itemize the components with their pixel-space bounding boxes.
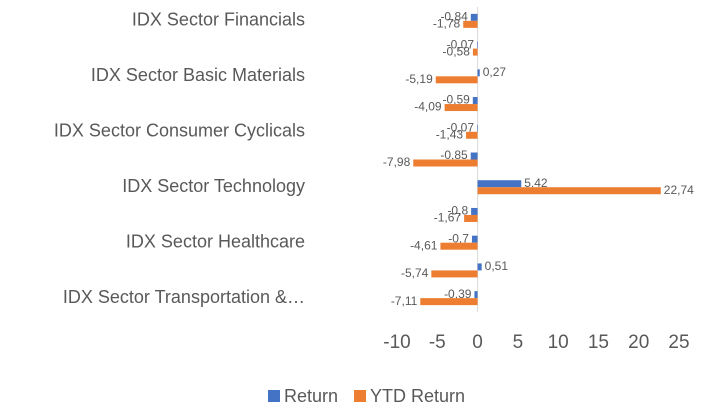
x-tick-label: 15 [588, 332, 609, 353]
y-tick-label: IDX Sector Transportation &… [63, 287, 305, 307]
value-label: -0,07 [447, 37, 475, 51]
y-tick-label: IDX Sector Financials [132, 10, 305, 30]
x-tick-label: -5 [429, 332, 446, 353]
x-tick-label: 5 [513, 332, 524, 353]
bar [477, 263, 482, 271]
bar [471, 207, 478, 215]
value-label: -4,09 [414, 100, 442, 114]
legend-swatch [354, 390, 367, 402]
value-label: -1,43 [436, 127, 464, 141]
bar [477, 187, 661, 195]
bar [477, 69, 480, 77]
bar [477, 124, 478, 132]
y-tick-label: IDX Sector Consumer Cyclicals [54, 121, 305, 141]
x-tick-label: 20 [628, 332, 649, 353]
bar [472, 48, 478, 56]
bar [477, 180, 522, 188]
x-tick-label: -10 [383, 332, 410, 353]
bar [470, 13, 478, 21]
bar [431, 270, 478, 278]
legend-swatch [268, 390, 280, 402]
bar [464, 214, 478, 222]
value-label: -0,07 [447, 120, 475, 134]
value-label: -7,98 [383, 155, 411, 169]
bar [444, 104, 478, 112]
value-label: 0,27 [483, 65, 507, 79]
bar [466, 131, 478, 139]
legend-label: YTD Return [370, 386, 465, 406]
value-label: -0,84 [440, 10, 468, 24]
value-label: -0,7 [448, 231, 469, 245]
bar [435, 76, 478, 84]
value-label: 22,74 [664, 183, 694, 197]
value-label: -0,85 [440, 148, 468, 162]
bar [420, 298, 478, 306]
y-tick-label: IDX Sector Healthcare [126, 231, 305, 251]
bar [472, 97, 478, 105]
value-label: -0,39 [444, 287, 472, 301]
x-tick-label: 10 [548, 332, 569, 353]
legend-label: Return [284, 386, 338, 406]
value-label: -5,74 [401, 266, 429, 280]
value-label: -0,8 [447, 204, 468, 218]
y-tick-label: IDX Sector Technology [122, 176, 305, 196]
value-label: -0,58 [443, 44, 471, 58]
y-tick-label: IDX Sector Basic Materials [91, 65, 305, 85]
bar [463, 20, 478, 28]
bar [471, 235, 478, 243]
value-label: 5,42 [524, 176, 548, 190]
bar [470, 152, 478, 160]
value-label: -1,78 [433, 17, 461, 31]
value-label: -5,19 [405, 72, 433, 86]
bar [440, 242, 478, 250]
value-label: -0,59 [442, 93, 470, 107]
bar [413, 159, 478, 167]
x-tick-label: 25 [668, 332, 689, 353]
bar [474, 291, 478, 299]
value-label: -1,67 [434, 211, 462, 225]
x-tick-label: 0 [472, 332, 483, 353]
value-label: -4,61 [410, 238, 438, 252]
value-label: -7,11 [391, 294, 418, 308]
value-label: 0,51 [485, 259, 509, 273]
bar [477, 41, 478, 49]
